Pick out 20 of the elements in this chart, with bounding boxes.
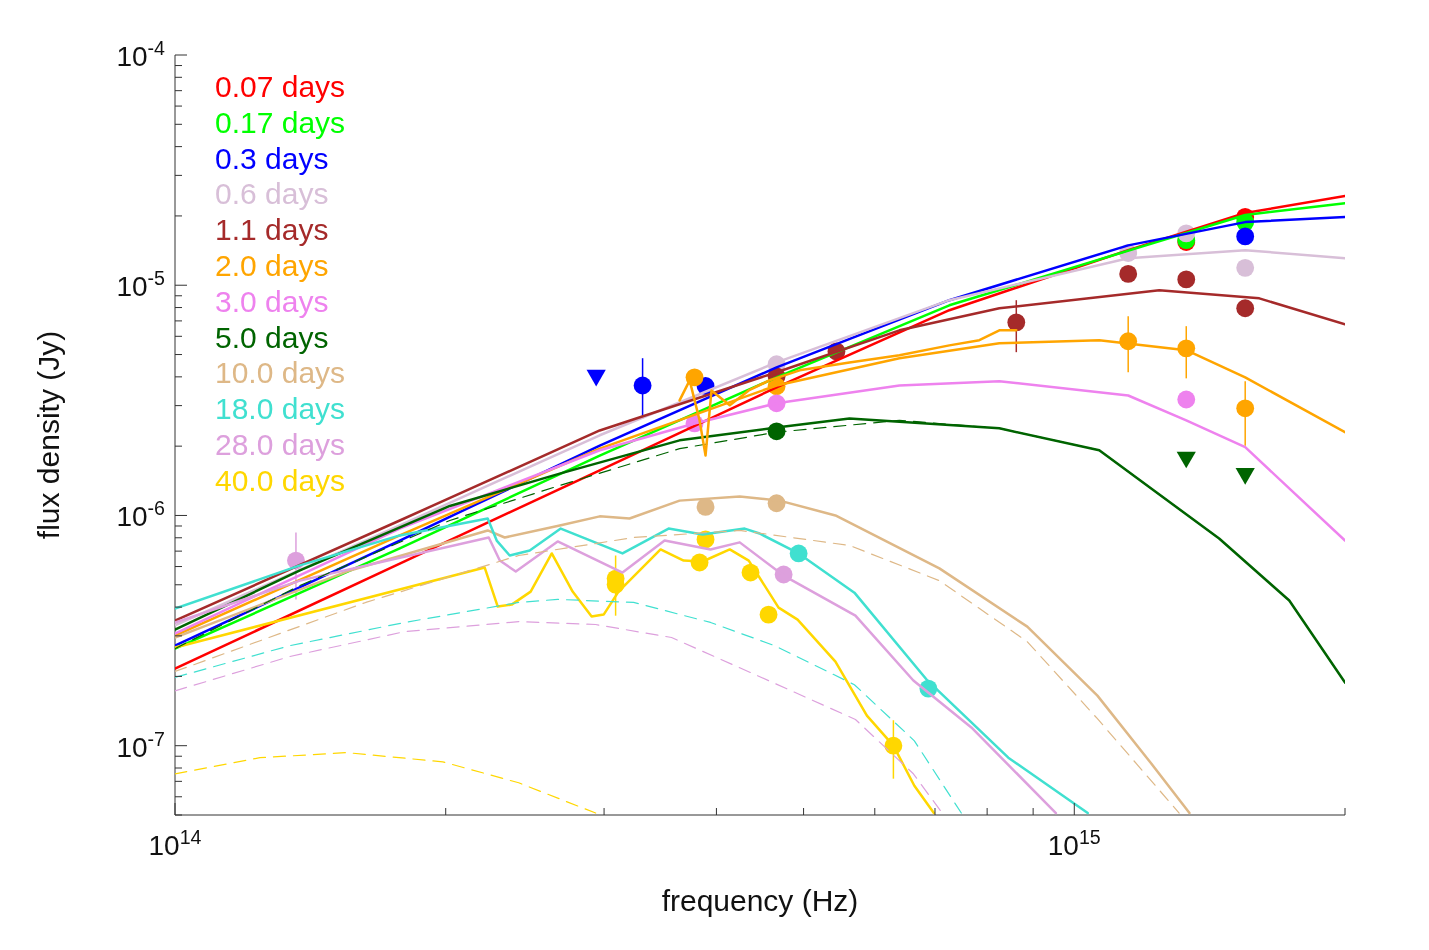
y-tick-label: 10$^{-6}$ bbox=[116, 497, 166, 533]
text: 5.0 days bbox=[215, 319, 330, 356]
text: 28.0 days bbox=[215, 426, 346, 463]
y-tick-label: 10$^{-4}$ bbox=[116, 37, 166, 72]
y-tick-label: 10$^{-7}$ bbox=[116, 727, 165, 763]
text: 1.1 days bbox=[215, 212, 330, 248]
text: 2.0 days bbox=[215, 248, 330, 284]
x-tick-label: 10$^{14}$ bbox=[148, 826, 202, 861]
y-tick-label: 10$^{-5}$ bbox=[116, 267, 166, 303]
y-axis-title: flux density (Jy) bbox=[31, 330, 65, 540]
text: 40.0 days bbox=[215, 462, 346, 499]
text: 0.17 days bbox=[215, 104, 346, 141]
x-axis-title: frequency (Hz) bbox=[661, 884, 859, 917]
text: 18.0 days bbox=[215, 391, 346, 427]
text: 0.3 days bbox=[215, 140, 330, 177]
text: 3.0 days bbox=[215, 283, 330, 320]
text: 0.6 days bbox=[215, 176, 330, 213]
text: 10.0 days bbox=[215, 355, 346, 392]
text: 0.07 days bbox=[215, 69, 346, 105]
x-tick-label: 10$^{15}$ bbox=[1047, 826, 1101, 861]
